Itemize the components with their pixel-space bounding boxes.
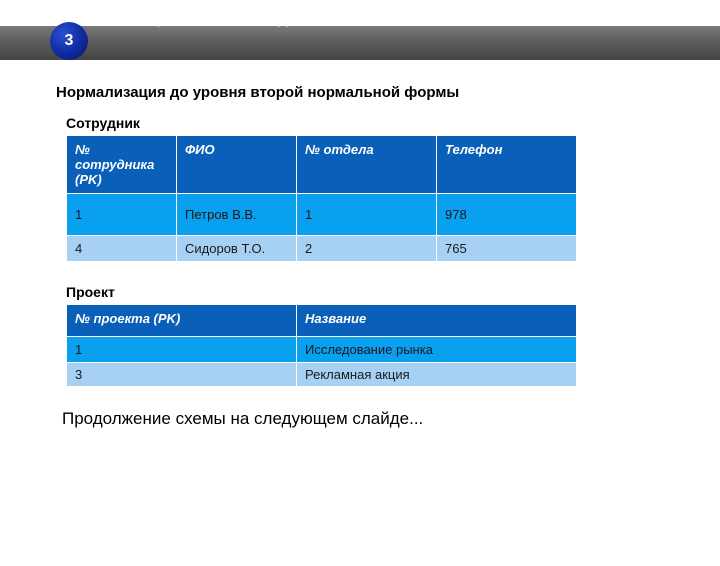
column-header: № отдела <box>297 136 437 194</box>
section-title: Нормализация до уровня второй нормальной… <box>56 84 664 101</box>
table2-wrap: № проекта (PK)Название1Исследование рынк… <box>66 304 664 387</box>
content-area: Нормализация до уровня второй нормальной… <box>0 60 720 429</box>
project-table: № проекта (PK)Название1Исследование рынк… <box>66 304 577 387</box>
table-row: 4Сидоров Т.О.2765 <box>67 236 577 262</box>
table-cell: 1 <box>297 194 437 236</box>
slide-number-badge: 3 <box>50 22 88 60</box>
table-cell: Сидоров Т.О. <box>177 236 297 262</box>
header-bar: Реляционные базы данных 3 <box>0 26 720 60</box>
slide-number: 3 <box>65 32 74 50</box>
column-header: Телефон <box>437 136 577 194</box>
column-header: ФИО <box>177 136 297 194</box>
table-cell: 1 <box>67 337 297 363</box>
column-header: Название <box>297 305 577 337</box>
table-row: 3Рекламная акция <box>67 363 577 387</box>
table-cell: 765 <box>437 236 577 262</box>
column-header: № сотрудника (PK) <box>67 136 177 194</box>
table-row: 1Исследование рынка <box>67 337 577 363</box>
continue-text: Продолжение схемы на следующем слайде... <box>62 409 664 429</box>
employee-table: № сотрудника (PK)ФИО№ отделаТелефон1Петр… <box>66 135 577 262</box>
table1-wrap: № сотрудника (PK)ФИО№ отделаТелефон1Петр… <box>66 135 664 262</box>
table-cell: Петров В.В. <box>177 194 297 236</box>
table-cell: Рекламная акция <box>297 363 577 387</box>
table-cell: 4 <box>67 236 177 262</box>
table1-label: Сотрудник <box>66 115 664 131</box>
table-cell: 3 <box>67 363 297 387</box>
table2-label: Проект <box>66 284 664 300</box>
table-cell: 2 <box>297 236 437 262</box>
table-row: 1Петров В.В.1978 <box>67 194 577 236</box>
table-cell: Исследование рынка <box>297 337 577 363</box>
table-cell: 978 <box>437 194 577 236</box>
column-header: № проекта (PK) <box>67 305 297 337</box>
table-cell: 1 <box>67 194 177 236</box>
page-title: Реляционные базы данных <box>108 8 342 28</box>
